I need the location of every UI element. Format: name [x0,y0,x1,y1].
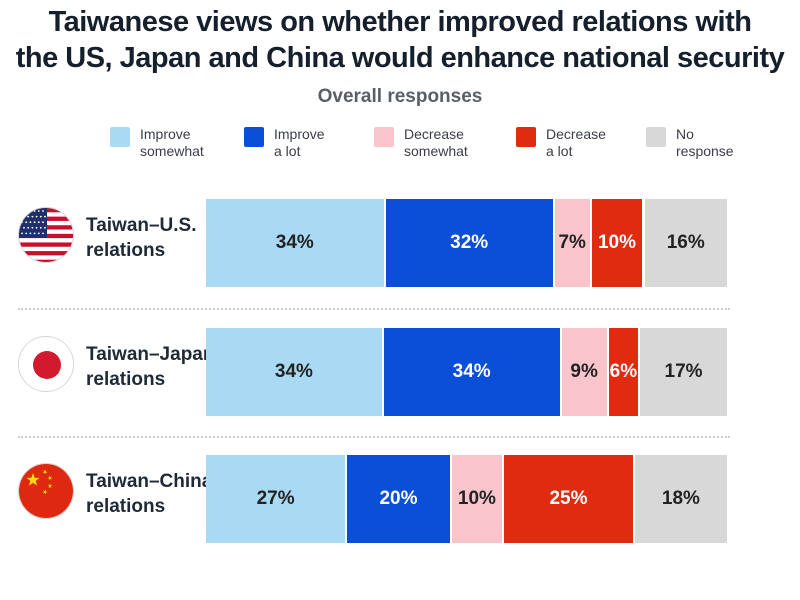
bar-segment: 9% [561,328,607,416]
data-label: 16% [666,232,705,253]
legend-item: Improve a lot [244,126,325,160]
legend-item: Improve somewhat [110,126,204,160]
bar-segment: 20% [347,455,450,543]
row-divider [18,436,730,438]
data-label: 17% [664,361,703,382]
chart-row: Taiwan–Japan relations 34% 34% 9% 6% 17% [0,328,800,416]
data-label: 7% [558,232,586,253]
bar-segment: 34% [206,199,384,287]
legend: Improve somewhat Improve a lot Decrease so… [0,126,800,170]
bar-segment: 16% [644,199,727,287]
category-label: Taiwan–U.S. relations [86,215,197,261]
stacked-bar: 34% 32% 7% 10% 16% [206,199,729,287]
legend-item: Decrease somewhat [374,126,468,160]
legend-label: No response [676,126,734,159]
data-label: 10% [457,488,496,509]
category-label: Taiwan–Japan relations [86,344,215,390]
legend-label: Decrease somewhat [404,126,468,159]
stacked-bar: 27% 20% 10% 25% 18% [206,455,729,543]
bar-segment: 18% [634,455,727,543]
legend-swatch [244,127,264,147]
china-flag-icon [18,463,74,519]
legend-label: Improve a lot [274,126,325,159]
bar-segment: 10% [591,199,643,287]
category-label: Taiwan–China relations [86,471,213,517]
bar-segment: 27% [206,455,346,543]
row-divider [18,308,730,310]
bar-segment: 32% [385,199,553,287]
bar-segment: 34% [383,328,560,416]
legend-item: Decrease a lot [516,126,606,160]
chart-row: Taiwan–China relations 27% 20% 10% 25% 18% [0,455,800,543]
legend-label: Decrease a lot [546,126,606,159]
chart-title: Taiwanese views on whether improved rela… [0,4,800,76]
data-label: 20% [379,488,418,509]
legend-label: Improve somewhat [140,126,204,159]
bar-segment: 7% [554,199,590,287]
data-label: 10% [597,232,636,253]
legend-item: No response [646,126,734,160]
data-label: 32% [450,232,489,253]
us-flag-icon [18,207,74,263]
bar-segment: 34% [206,328,382,416]
bar-segment: 10% [451,455,503,543]
bar-segment: 6% [608,328,639,416]
data-label: 9% [570,361,598,382]
stacked-bar: 34% 34% 9% 6% 17% [206,328,729,416]
bar-segment: 25% [504,455,633,543]
chart-title-line-2: the US, Japan and China would enhance na… [15,42,785,74]
legend-swatch [516,127,536,147]
data-label: 6% [609,361,638,382]
legend-swatch [374,127,394,147]
chart-title-line-1: Taiwanese views on whether improved rela… [48,6,752,38]
data-label: 18% [661,488,700,509]
chart-row: Taiwan–U.S. relations 34% 32% 7% 10% 16% [0,199,800,287]
data-label: 34% [274,361,313,382]
data-label: 27% [256,488,295,509]
data-label: 34% [452,361,491,382]
japan-flag-icon [18,336,74,392]
data-label: 25% [549,488,588,509]
data-label: 34% [275,232,314,253]
bar-segment: 17% [640,328,727,416]
legend-swatch [646,127,666,147]
legend-swatch [110,127,130,147]
chart-subtitle: Overall responses [317,86,483,107]
